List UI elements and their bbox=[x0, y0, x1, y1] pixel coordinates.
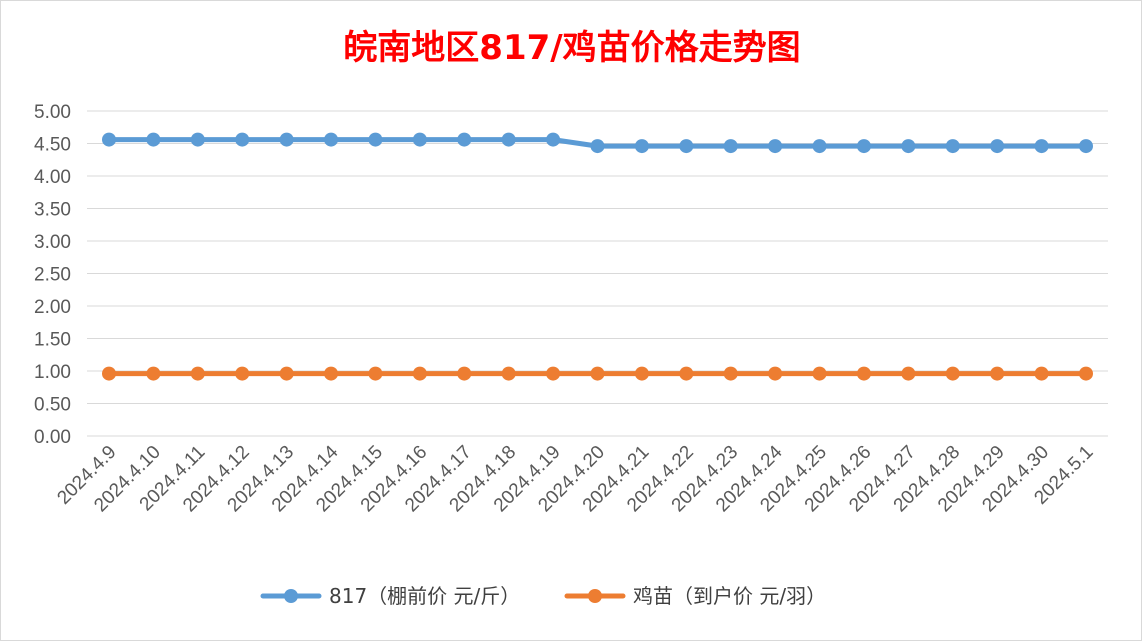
data-point bbox=[590, 139, 605, 154]
data-point bbox=[457, 132, 472, 147]
series-2 bbox=[102, 366, 1093, 381]
gridlines bbox=[87, 110, 1108, 437]
data-point bbox=[901, 139, 916, 154]
data-point bbox=[768, 139, 783, 154]
data-point bbox=[368, 366, 383, 381]
data-point bbox=[634, 366, 649, 381]
data-point bbox=[190, 132, 205, 147]
data-point bbox=[146, 366, 161, 381]
data-point bbox=[679, 366, 694, 381]
data-point bbox=[856, 139, 871, 154]
data-point bbox=[634, 139, 649, 154]
data-point bbox=[990, 366, 1005, 381]
data-point bbox=[412, 366, 427, 381]
data-point bbox=[812, 139, 827, 154]
data-point bbox=[945, 366, 960, 381]
y-tick-label: 1.50 bbox=[34, 330, 71, 351]
data-point bbox=[546, 366, 561, 381]
data-point bbox=[501, 366, 516, 381]
y-tick-label: 0.00 bbox=[34, 427, 71, 448]
data-point bbox=[146, 132, 161, 147]
legend-label: 817（棚前价 元/斤） bbox=[329, 584, 520, 608]
data-point bbox=[1079, 139, 1093, 154]
data-point bbox=[368, 132, 383, 147]
data-point bbox=[768, 366, 783, 381]
data-point bbox=[1079, 366, 1093, 381]
data-point bbox=[723, 139, 738, 154]
data-point bbox=[324, 366, 339, 381]
legend: 817（棚前价 元/斤） 鸡苗（到户价 元/羽） bbox=[260, 584, 826, 608]
legend-item: 817（棚前价 元/斤） bbox=[260, 584, 520, 608]
data-point bbox=[457, 366, 472, 381]
y-tick-label: 2.50 bbox=[34, 265, 71, 286]
data-point bbox=[102, 132, 116, 147]
y-tick-label: 0.50 bbox=[34, 395, 71, 416]
data-point bbox=[102, 366, 116, 381]
y-tick-label: 4.00 bbox=[34, 167, 71, 188]
legend-marker bbox=[588, 589, 602, 603]
data-point bbox=[679, 139, 694, 154]
data-point bbox=[1034, 366, 1049, 381]
data-point bbox=[324, 132, 339, 147]
data-point bbox=[235, 132, 250, 147]
y-tick-label: 1.00 bbox=[34, 362, 71, 383]
legend-item: 鸡苗（到户价 元/羽） bbox=[564, 584, 826, 608]
data-point bbox=[1034, 139, 1049, 154]
y-axis: 0.00 0.50 1.00 1.50 2.00 2.50 3.00 3.50 4.00 4.50… bbox=[34, 102, 71, 448]
data-point bbox=[501, 132, 516, 147]
legend-marker bbox=[284, 589, 298, 603]
data-point bbox=[279, 366, 294, 381]
y-tick-label: 2.00 bbox=[34, 297, 71, 318]
data-point bbox=[590, 366, 605, 381]
chart-title: 皖南地区817/鸡苗价格走势图 bbox=[343, 28, 800, 68]
data-point bbox=[190, 366, 205, 381]
data-point bbox=[412, 132, 427, 147]
data-point bbox=[945, 139, 960, 154]
data-point bbox=[235, 366, 250, 381]
data-point bbox=[812, 366, 827, 381]
data-point bbox=[546, 132, 561, 147]
data-point bbox=[279, 132, 294, 147]
data-point bbox=[723, 366, 738, 381]
y-tick-label: 5.00 bbox=[34, 102, 71, 123]
y-tick-label: 3.50 bbox=[34, 200, 71, 221]
series-layer bbox=[102, 132, 1093, 381]
x-axis: 2024.4.92024.4.102024.4.112024.4.122024.… bbox=[53, 441, 1097, 516]
data-point bbox=[990, 139, 1005, 154]
legend-label: 鸡苗（到户价 元/羽） bbox=[633, 584, 826, 608]
series-1 bbox=[102, 132, 1093, 154]
y-tick-label: 3.00 bbox=[34, 232, 71, 253]
data-point bbox=[856, 366, 871, 381]
y-tick-label: 4.50 bbox=[34, 135, 71, 156]
data-point bbox=[901, 366, 916, 381]
